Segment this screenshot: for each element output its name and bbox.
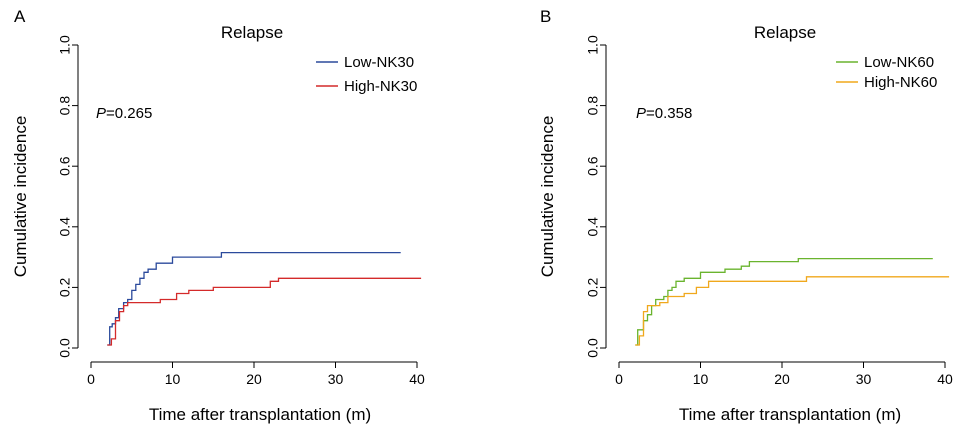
series-line-high-nk30 [107, 277, 422, 346]
series-line-low-nk30 [107, 251, 401, 346]
x-tick-label: 30 [856, 371, 872, 387]
x-axis-label: Time after transplantation (m) [679, 405, 901, 424]
y-tick-label: 0.0 [57, 338, 73, 358]
x-axis-label: Time after transplantation (m) [149, 405, 371, 424]
x-tick-label: 10 [165, 371, 181, 387]
p-value-italic: P [96, 105, 106, 122]
y-axis-label: Cumulative incidence [538, 116, 557, 278]
x-tick-label: 40 [937, 371, 953, 387]
p-value-annotation: P=0.265 [96, 105, 152, 122]
p-value-annotation: P=0.358 [636, 105, 692, 122]
chart-title: Relapse [754, 23, 816, 42]
p-value-text: =0.265 [106, 105, 152, 122]
legend-label: Low-NK30 [344, 54, 414, 71]
x-tick-label: 40 [409, 371, 425, 387]
y-tick-label: 0.8 [57, 96, 73, 116]
p-value-italic: P [636, 105, 646, 122]
x-tick-label: 20 [246, 371, 262, 387]
chart-title: Relapse [221, 23, 283, 42]
y-tick-label: 0.6 [585, 156, 601, 176]
y-axis-label: Cumulative incidence [11, 116, 30, 278]
panel-label: A [14, 7, 26, 26]
x-tick-label: 10 [693, 371, 709, 387]
legend-label: Low-NK60 [864, 54, 934, 71]
y-tick-label: 0.4 [57, 217, 73, 237]
x-tick-label: 0 [87, 371, 95, 387]
y-tick-label: 1.0 [57, 35, 73, 55]
y-tick-label: 0.2 [57, 277, 73, 297]
y-tick-label: 0.8 [585, 96, 601, 116]
legend-label: High-NK60 [864, 74, 937, 91]
y-tick-label: 1.0 [585, 35, 601, 55]
x-tick-label: 0 [615, 371, 623, 387]
series-line-low-nk60 [635, 257, 933, 346]
y-tick-label: 0.4 [585, 217, 601, 237]
x-tick-label: 20 [774, 371, 790, 387]
panel-label: B [540, 7, 551, 26]
y-tick-label: 0.6 [57, 156, 73, 176]
chart-panel-B: B Relapse 0.0 0.2 0.4 0.6 0.8 1.0 0 10 20 30 40 Time … [538, 7, 953, 424]
p-value-text: =0.358 [646, 105, 692, 122]
x-tick-label: 30 [328, 371, 344, 387]
legend-label: High-NK30 [344, 78, 417, 95]
series-line-high-nk60 [635, 276, 950, 346]
y-tick-label: 0.0 [585, 338, 601, 358]
chart-panel-A: A Relapse 0.0 0.2 0.4 0.6 0.8 1.0 0 10 20 30 40 Time … [11, 7, 425, 424]
y-tick-label: 0.2 [585, 277, 601, 297]
